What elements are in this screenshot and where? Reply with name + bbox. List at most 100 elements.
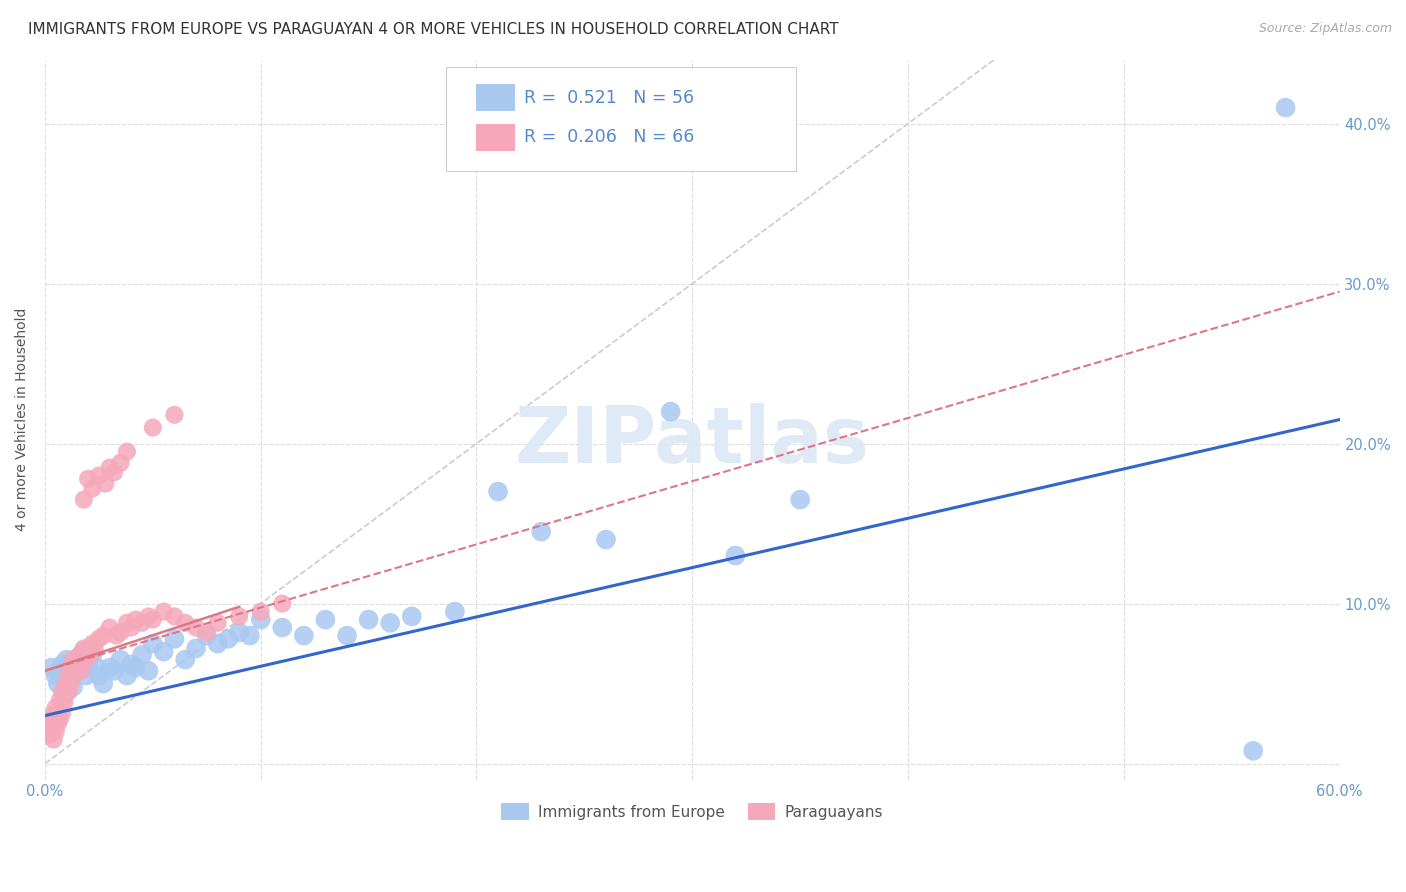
Point	[228, 609, 250, 624]
Point	[142, 613, 165, 627]
Point	[55, 684, 77, 698]
Point	[1274, 101, 1296, 115]
Point	[49, 692, 72, 706]
Point	[138, 609, 160, 624]
Point	[486, 484, 509, 499]
Point	[124, 613, 146, 627]
Point	[152, 605, 174, 619]
Point	[51, 657, 73, 672]
Point	[69, 648, 91, 662]
Point	[110, 652, 132, 666]
Point	[98, 460, 121, 475]
Bar	[477, 84, 515, 112]
Point	[115, 615, 138, 630]
FancyBboxPatch shape	[446, 67, 796, 171]
Point	[87, 668, 110, 682]
Point	[46, 716, 69, 731]
Point	[87, 632, 110, 646]
Point	[53, 676, 76, 690]
Point	[94, 476, 117, 491]
Point	[58, 684, 80, 698]
Point	[207, 615, 229, 630]
Point	[163, 408, 186, 422]
Point	[42, 732, 65, 747]
Point	[79, 648, 101, 662]
Point	[62, 680, 84, 694]
Point	[91, 676, 114, 690]
Point	[195, 629, 218, 643]
Point	[53, 690, 76, 704]
Point	[239, 629, 262, 643]
Point	[53, 696, 76, 710]
Point	[380, 615, 402, 630]
Point	[38, 728, 60, 742]
Point	[75, 668, 97, 682]
Point	[724, 549, 747, 563]
Point	[115, 668, 138, 682]
Y-axis label: 4 or more Vehicles in Household: 4 or more Vehicles in Household	[15, 308, 30, 532]
Point	[530, 524, 553, 539]
Point	[98, 621, 121, 635]
Point	[124, 660, 146, 674]
Point	[46, 676, 69, 690]
Text: Source: ZipAtlas.com: Source: ZipAtlas.com	[1258, 22, 1392, 36]
Point	[38, 716, 60, 731]
Point	[115, 444, 138, 458]
Point	[142, 637, 165, 651]
Point	[142, 420, 165, 434]
Text: IMMIGRANTS FROM EUROPE VS PARAGUAYAN 4 OR MORE VEHICLES IN HOUSEHOLD CORRELATION: IMMIGRANTS FROM EUROPE VS PARAGUAYAN 4 O…	[28, 22, 839, 37]
Point	[75, 652, 97, 666]
Point	[131, 648, 153, 662]
Point	[789, 492, 811, 507]
Point	[595, 533, 617, 547]
Legend: Immigrants from Europe, Paraguayans: Immigrants from Europe, Paraguayans	[495, 797, 889, 826]
Point	[1241, 744, 1264, 758]
Point	[174, 615, 197, 630]
Point	[41, 708, 63, 723]
Point	[66, 664, 89, 678]
Point	[41, 722, 63, 736]
Point	[73, 641, 96, 656]
Point	[42, 712, 65, 726]
Point	[91, 629, 114, 643]
Point	[120, 657, 142, 672]
Point	[51, 684, 73, 698]
Point	[77, 657, 100, 672]
Point	[49, 712, 72, 726]
Point	[86, 660, 108, 674]
Point	[110, 625, 132, 640]
Point	[195, 625, 218, 640]
Point	[45, 668, 67, 682]
Point	[249, 613, 271, 627]
Point	[59, 668, 82, 682]
Point	[207, 637, 229, 651]
Point	[271, 621, 294, 635]
Point	[41, 660, 63, 674]
Point	[77, 472, 100, 486]
Point	[63, 652, 86, 666]
Text: R =  0.206   N = 66: R = 0.206 N = 66	[524, 128, 695, 146]
Point	[70, 660, 93, 674]
Point	[46, 708, 69, 723]
Point	[103, 664, 125, 678]
Point	[77, 644, 100, 658]
Point	[87, 468, 110, 483]
Point	[58, 660, 80, 674]
Point	[73, 644, 96, 658]
Point	[45, 700, 67, 714]
Point	[249, 605, 271, 619]
Point	[659, 404, 682, 418]
Point	[184, 641, 207, 656]
Point	[55, 652, 77, 666]
Point	[271, 597, 294, 611]
Point	[83, 641, 105, 656]
Text: R =  0.521   N = 56: R = 0.521 N = 56	[524, 89, 695, 107]
Point	[82, 482, 104, 496]
Point	[174, 652, 197, 666]
Point	[336, 629, 359, 643]
Point	[98, 660, 121, 674]
Point	[82, 648, 104, 662]
Point	[63, 660, 86, 674]
Point	[105, 629, 128, 643]
Point	[357, 613, 380, 627]
